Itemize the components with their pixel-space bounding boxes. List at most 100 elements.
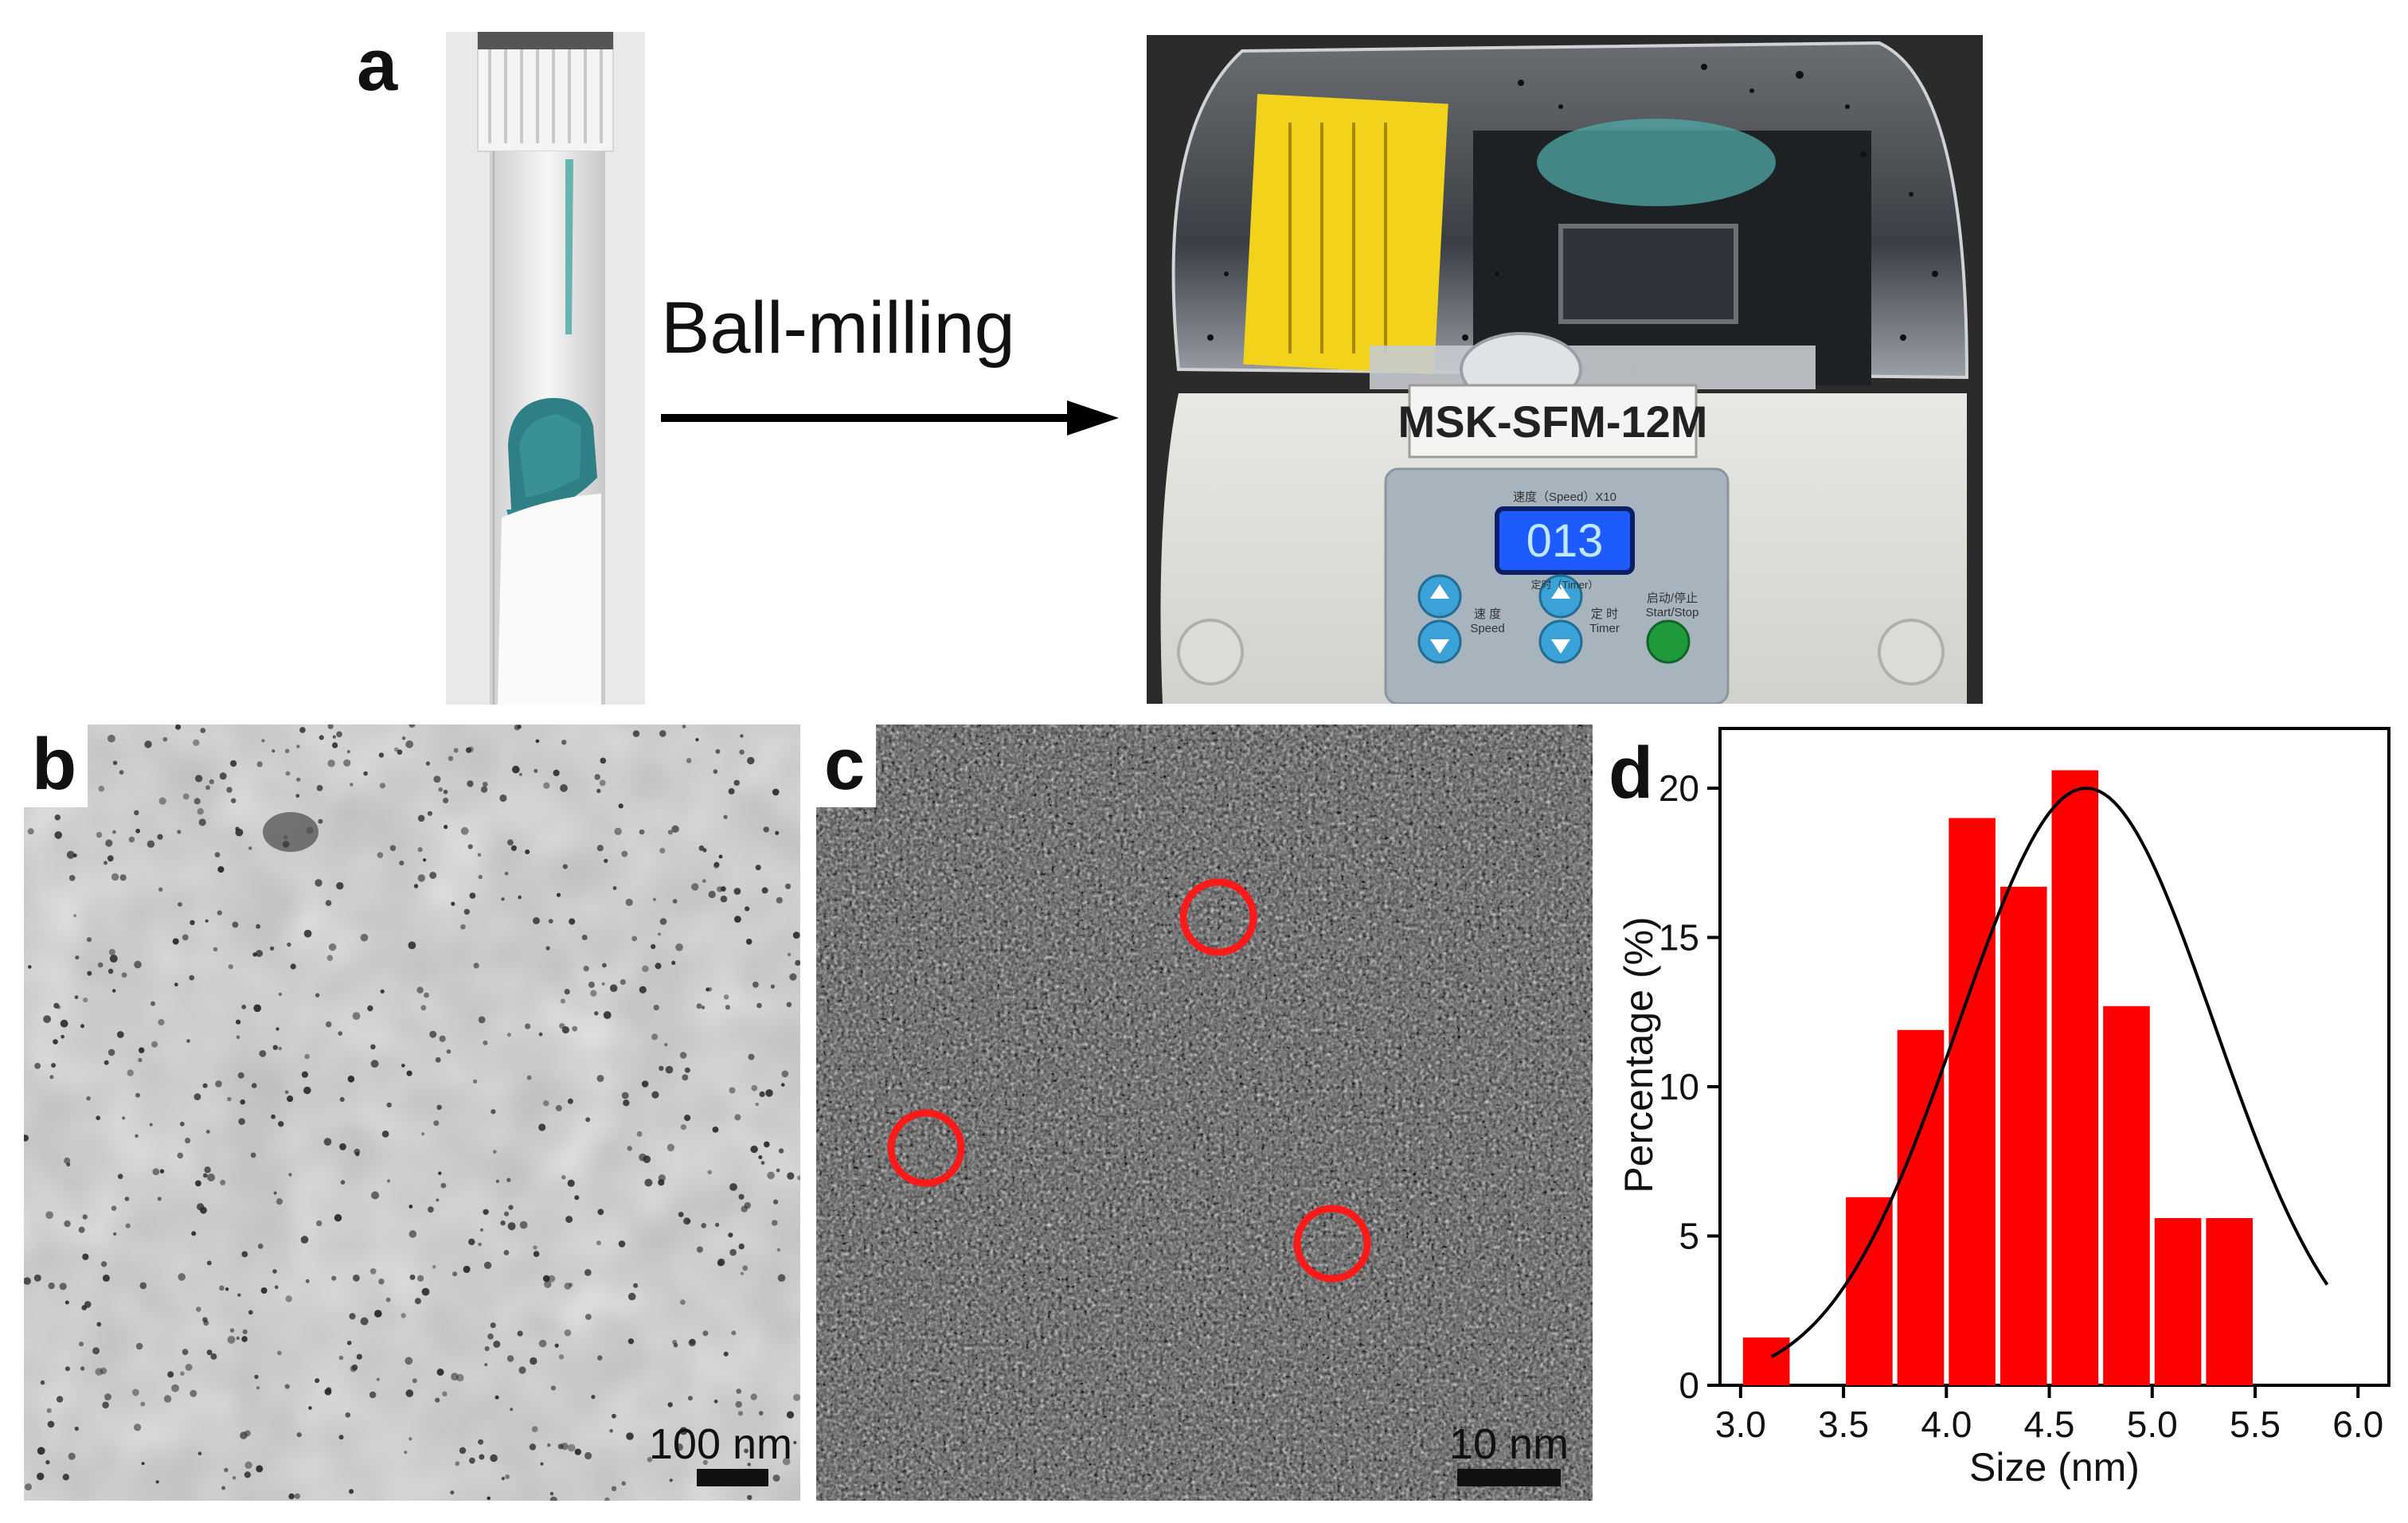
tem-particle-dot	[747, 1494, 752, 1501]
tem-particle-dot	[232, 921, 239, 928]
tem-particle-dot	[352, 1012, 361, 1020]
tem-particle-dot	[209, 779, 214, 784]
tem-particle-dot	[614, 827, 622, 835]
tem-particle-dot	[347, 1076, 355, 1083]
tem-particle-dot	[98, 785, 105, 792]
tem-particle-dot	[701, 1006, 706, 1009]
tem-particle-dot	[459, 1447, 467, 1455]
tem-particle-dot	[446, 1049, 452, 1054]
tem-particle-dot	[172, 938, 179, 945]
tem-particle-dot	[285, 771, 291, 776]
tem-particle-dot	[567, 1179, 575, 1187]
tem-particle-dot	[128, 836, 135, 843]
tem-particle-dot	[224, 1467, 229, 1473]
tem-particle-dot	[517, 1330, 523, 1337]
tem-particle-dot	[149, 1123, 153, 1127]
tem-particle-dot	[451, 901, 455, 906]
tem-particle-dot	[27, 828, 34, 835]
tem-particle-dot	[82, 1253, 89, 1260]
tem-particle-dot	[25, 1483, 32, 1491]
tem-particle-dot	[483, 1261, 492, 1269]
tem-particle-dot	[702, 848, 707, 853]
tem-particle-dot	[636, 1131, 643, 1137]
tem-particle-dot	[480, 786, 488, 793]
tem-particle-dot	[767, 1171, 775, 1180]
tem-particle-dot	[429, 1030, 437, 1038]
tem-particle-dot	[627, 1146, 632, 1151]
tem-particle-dot	[96, 1322, 102, 1327]
panel-a-vial-photo: a	[446, 32, 645, 705]
tem-particle-dot	[104, 861, 108, 865]
tem-particle-dot	[237, 1072, 244, 1079]
tem-particle-dot	[193, 739, 200, 746]
tem-particle-dot	[443, 797, 449, 804]
tem-particle-dot	[189, 974, 195, 981]
tem-particle-dot	[786, 1002, 792, 1008]
ball-milling-label: Ball-milling	[661, 287, 1015, 369]
tem-particle-dot	[236, 1019, 241, 1025]
tem-particle-dot	[87, 970, 92, 976]
tem-particle-dot	[594, 774, 600, 780]
tem-particle-dot	[350, 1365, 357, 1373]
tem-particle-dot	[553, 769, 560, 776]
tem-particle-dot	[64, 1300, 69, 1305]
tem-particle-dot	[501, 897, 505, 901]
tem-particle-dot	[549, 1492, 554, 1496]
tem-particle-dot	[775, 830, 780, 835]
tem-particle-dot	[564, 1329, 572, 1337]
tem-particle-dot	[463, 1265, 471, 1273]
tem-particle-dot	[273, 1191, 277, 1195]
tem-particle-dot	[231, 798, 236, 803]
tem-particle-dot	[75, 955, 80, 960]
tem-particle-dot	[185, 1364, 193, 1371]
tem-particle-dot	[678, 1212, 684, 1217]
tem-particle-dot	[355, 1152, 360, 1157]
tem-particle-dot	[584, 1451, 592, 1460]
tem-particle-dot	[194, 1093, 201, 1100]
tem-particle-dot	[179, 1121, 185, 1127]
tem-particle-dot	[92, 1347, 100, 1355]
tem-particle-dot	[244, 1461, 252, 1469]
tem-particle-dot	[49, 1075, 54, 1080]
tem-particle-dot	[666, 1143, 675, 1152]
timer-label: Timer	[1589, 622, 1620, 635]
tem-particle-dot	[296, 744, 300, 748]
tem-particle-dot	[797, 1175, 800, 1181]
tem-particle-dot	[353, 1274, 360, 1282]
tem-particle-dot	[611, 1486, 617, 1491]
tem-particle-dot	[745, 906, 750, 912]
tem-particle-dot	[269, 946, 275, 951]
tem-particle-dot	[408, 1205, 413, 1209]
y-axis-label: Percentage (%)	[1616, 916, 1661, 1193]
histogram-bar-9	[2154, 1218, 2202, 1385]
tem-particle-dot	[717, 886, 723, 892]
tem-particle-dot	[108, 968, 114, 974]
tem-particle-dot	[274, 1285, 279, 1290]
tem-particle-dot	[397, 749, 403, 755]
tem-particle-dot	[672, 899, 678, 904]
tem-particle-dot	[591, 1395, 596, 1400]
tem-particle-dot	[451, 1373, 459, 1381]
tem-particle-dot	[190, 1389, 197, 1397]
tem-particle-dot	[134, 960, 142, 969]
tem-particle-dot	[772, 788, 780, 796]
tem-particle-dot	[671, 960, 676, 965]
tem-particle-dot	[510, 1408, 514, 1412]
tem-particle-dot	[621, 1481, 626, 1486]
tem-particle-dot	[107, 855, 114, 862]
tem-particle-dot	[394, 747, 399, 752]
tem-particle-dot	[374, 1310, 382, 1318]
histogram-bar-3	[1846, 1197, 1893, 1385]
x-tick-label: 3.0	[1715, 1404, 1766, 1445]
tem-particle-dot	[696, 1246, 703, 1253]
tem-particle-dot	[561, 1443, 569, 1451]
tem-particle-dot	[525, 849, 530, 854]
tem-particle-dot	[105, 839, 113, 847]
tem-particle-dot	[304, 1053, 310, 1060]
y-tick-label: 0	[1679, 1365, 1699, 1406]
tem-particle-dot	[406, 1070, 412, 1076]
tem-particle-dot	[596, 1075, 604, 1083]
tem-particle-dot	[328, 943, 337, 951]
panel-c-letter: c	[816, 724, 877, 807]
tem-particle-dot	[478, 1242, 482, 1247]
